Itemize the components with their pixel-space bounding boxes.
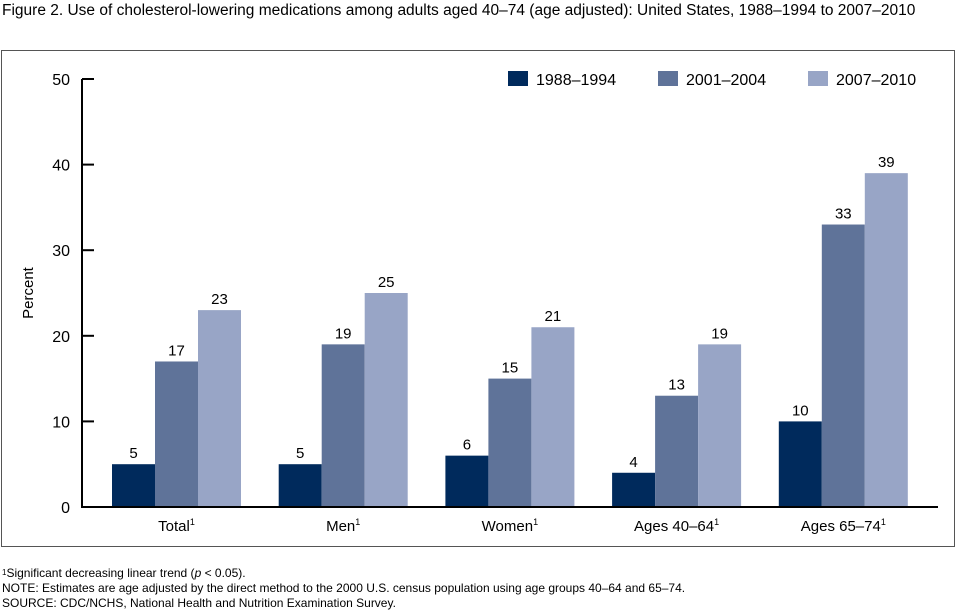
y-tick-label: 40 — [52, 158, 70, 175]
y-axis-label: Percent — [20, 266, 37, 319]
chart-frame — [1, 50, 955, 547]
footnotes: 1Significant decreasing linear trend (p … — [2, 566, 685, 611]
data-label: 19 — [711, 325, 728, 342]
bar — [278, 464, 322, 507]
data-label: 5 — [296, 445, 304, 462]
bar — [445, 455, 489, 507]
legend-swatch — [808, 71, 828, 86]
bar — [698, 344, 742, 507]
legend-swatch — [508, 71, 528, 86]
bar — [198, 310, 241, 507]
bar — [488, 378, 532, 507]
bar — [321, 344, 365, 507]
x-tick-label: Men1 — [326, 517, 360, 535]
bar — [821, 224, 865, 507]
data-label: 15 — [502, 360, 519, 377]
bar — [655, 395, 699, 507]
data-label: 39 — [878, 154, 895, 171]
y-tick-label: 10 — [52, 414, 70, 431]
trend-footnote: 1Significant decreasing linear trend (p … — [2, 566, 685, 581]
x-tick-label: Women1 — [482, 517, 538, 535]
x-tick-label: Total1 — [158, 517, 195, 535]
bar — [612, 472, 656, 507]
legend-swatch — [658, 71, 678, 86]
bar — [155, 361, 198, 507]
data-label: 4 — [629, 454, 637, 471]
chart-title: Figure 2. Use of cholesterol-lowering me… — [2, 2, 916, 19]
x-tick-label: Ages 65–741 — [801, 517, 886, 535]
bar — [364, 293, 408, 507]
data-label: 19 — [335, 325, 352, 342]
note-footnote: NOTE: Estimates are age adjusted by the … — [2, 581, 686, 595]
trend-text-end: < 0.05). — [201, 566, 246, 580]
trend-text: Significant decreasing linear trend ( — [6, 566, 195, 580]
y-tick-label: 20 — [52, 329, 70, 346]
data-label: 33 — [835, 206, 852, 223]
data-label: 10 — [792, 402, 809, 419]
data-label: 23 — [211, 291, 228, 308]
data-label: 17 — [168, 342, 185, 359]
data-label: 25 — [378, 274, 395, 291]
legend-label: 2007–2010 — [836, 72, 916, 89]
bar — [778, 421, 822, 507]
bar — [864, 173, 908, 507]
y-tick-label: 50 — [52, 72, 70, 89]
footnote-mark: 1 — [2, 568, 7, 577]
x-tick-label: Ages 40–641 — [634, 517, 719, 535]
source-footnote: SOURCE: CDC/NCHS, National Health and Nu… — [2, 596, 396, 610]
data-label: 5 — [129, 445, 137, 462]
data-label: 13 — [668, 377, 685, 394]
bar — [112, 464, 155, 507]
bar — [531, 327, 575, 507]
p-symbol: p — [194, 566, 202, 580]
data-label: 6 — [463, 437, 471, 454]
y-tick-label: 0 — [61, 500, 70, 517]
legend-label: 1988–1994 — [536, 72, 616, 89]
data-label: 21 — [545, 308, 562, 325]
y-tick-label: 30 — [52, 243, 70, 260]
legend-label: 2001–2004 — [686, 72, 766, 89]
